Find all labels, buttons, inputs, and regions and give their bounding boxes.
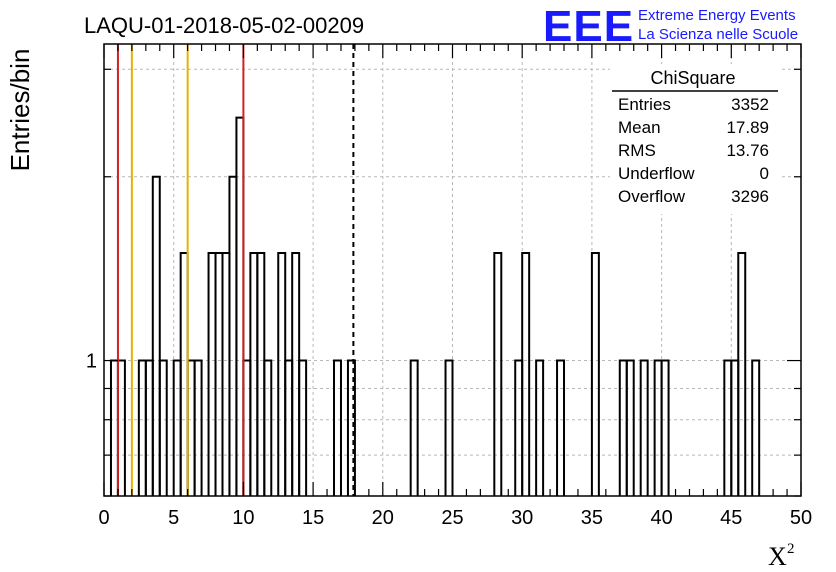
histogram-bar bbox=[723, 359, 733, 496]
histogram-bar bbox=[514, 359, 524, 496]
histogram-bar bbox=[228, 175, 238, 496]
reference-lines bbox=[116, 44, 355, 496]
chart-title: LAQU-01-2018-05-02-00209 bbox=[84, 13, 364, 38]
histogram-bar bbox=[639, 359, 649, 496]
histogram-bar bbox=[625, 359, 635, 496]
y-axis-label: Entries/bin bbox=[5, 49, 35, 172]
histogram-bar bbox=[346, 359, 356, 496]
histogram-bar bbox=[151, 175, 161, 496]
stats-row-value: 0 bbox=[760, 164, 769, 183]
histogram-bar bbox=[109, 359, 119, 496]
x-tick-label: 45 bbox=[720, 507, 742, 529]
histogram-bar bbox=[263, 359, 273, 496]
x-tick-label: 40 bbox=[650, 507, 672, 529]
histogram-bar bbox=[556, 359, 566, 496]
stats-rows: Entries 3352 Mean 17.89 RMS 13.76 Underflow 0 Ov… bbox=[618, 95, 769, 206]
x-tick-label: 5 bbox=[168, 507, 179, 529]
x-tick-label: 10 bbox=[232, 507, 254, 529]
stats-row-value: 13.76 bbox=[726, 141, 769, 160]
x-tick-label: 50 bbox=[790, 507, 812, 529]
logo-line2: La Scienza nelle Scuole bbox=[638, 26, 798, 43]
histogram-bar bbox=[207, 252, 217, 496]
histogram-bar bbox=[409, 359, 419, 496]
stats-row-label: Underflow bbox=[618, 164, 695, 183]
stats-row-label: RMS bbox=[618, 141, 656, 160]
histogram-bar bbox=[214, 252, 224, 496]
stats-box: ChiSquare Entries 3352 Mean 17.89 RMS 13.76 Un… bbox=[610, 64, 780, 214]
histogram-bar bbox=[660, 359, 670, 496]
histogram-bar bbox=[235, 116, 245, 496]
x-axis-label: X 2 bbox=[768, 541, 795, 571]
histogram-bar bbox=[291, 252, 301, 496]
x-tick-label: 25 bbox=[441, 507, 463, 529]
histogram-bar bbox=[333, 359, 342, 496]
histogram-bar bbox=[242, 359, 252, 496]
x-tick-label: 20 bbox=[372, 507, 394, 529]
histogram-bar bbox=[653, 359, 663, 496]
histogram-bar bbox=[493, 252, 503, 496]
histogram-bar bbox=[521, 252, 531, 496]
histogram-bar bbox=[730, 359, 740, 496]
stats-row-value: 17.89 bbox=[726, 118, 769, 137]
histogram-bar bbox=[444, 359, 454, 496]
x-tick-label: 35 bbox=[581, 507, 603, 529]
histogram-bar bbox=[535, 359, 545, 496]
logo-line1: Extreme Energy Events bbox=[638, 7, 796, 24]
x-axis-label-text: X bbox=[768, 542, 787, 571]
stats-title: ChiSquare bbox=[650, 68, 735, 88]
histogram-bar bbox=[186, 359, 196, 496]
logo-acronym: EEE bbox=[543, 2, 634, 51]
histogram-bar bbox=[137, 359, 147, 496]
histogram-bar bbox=[284, 359, 294, 496]
stats-row-label: Mean bbox=[618, 118, 661, 137]
histogram-bar bbox=[737, 252, 747, 496]
x-tick-label: 0 bbox=[98, 507, 109, 529]
histogram-bar bbox=[618, 359, 628, 496]
y-tick-label: 1 bbox=[86, 351, 97, 373]
histogram-bar bbox=[298, 359, 308, 496]
histogram-bar bbox=[193, 359, 203, 496]
eee-logo: EEE Extreme Energy Events La Scienza nel… bbox=[543, 2, 798, 51]
histogram-bar bbox=[277, 252, 287, 496]
histogram-bar bbox=[221, 252, 231, 496]
stats-row-label: Overflow bbox=[618, 187, 686, 206]
x-tick-label: 15 bbox=[302, 507, 324, 529]
histogram-bar bbox=[179, 252, 189, 496]
histogram-bar bbox=[249, 252, 259, 496]
stats-row-label: Entries bbox=[618, 95, 671, 114]
histogram-bar bbox=[144, 359, 154, 496]
histogram-bar bbox=[116, 359, 126, 496]
histogram-bar bbox=[158, 359, 168, 496]
histogram-bar bbox=[256, 252, 266, 496]
x-axis-label-superscript: 2 bbox=[787, 541, 795, 557]
histogram-bar bbox=[751, 359, 761, 496]
stats-row-value: 3296 bbox=[731, 187, 769, 206]
stats-row-value: 3352 bbox=[731, 95, 769, 114]
axes: 0 5 10 15 20 25 30 35 40 45 50 1 bbox=[86, 43, 812, 529]
histogram-bar bbox=[172, 359, 182, 496]
histogram-bar bbox=[590, 252, 600, 496]
x-tick-label: 30 bbox=[511, 507, 533, 529]
stats-box-background bbox=[610, 64, 780, 214]
